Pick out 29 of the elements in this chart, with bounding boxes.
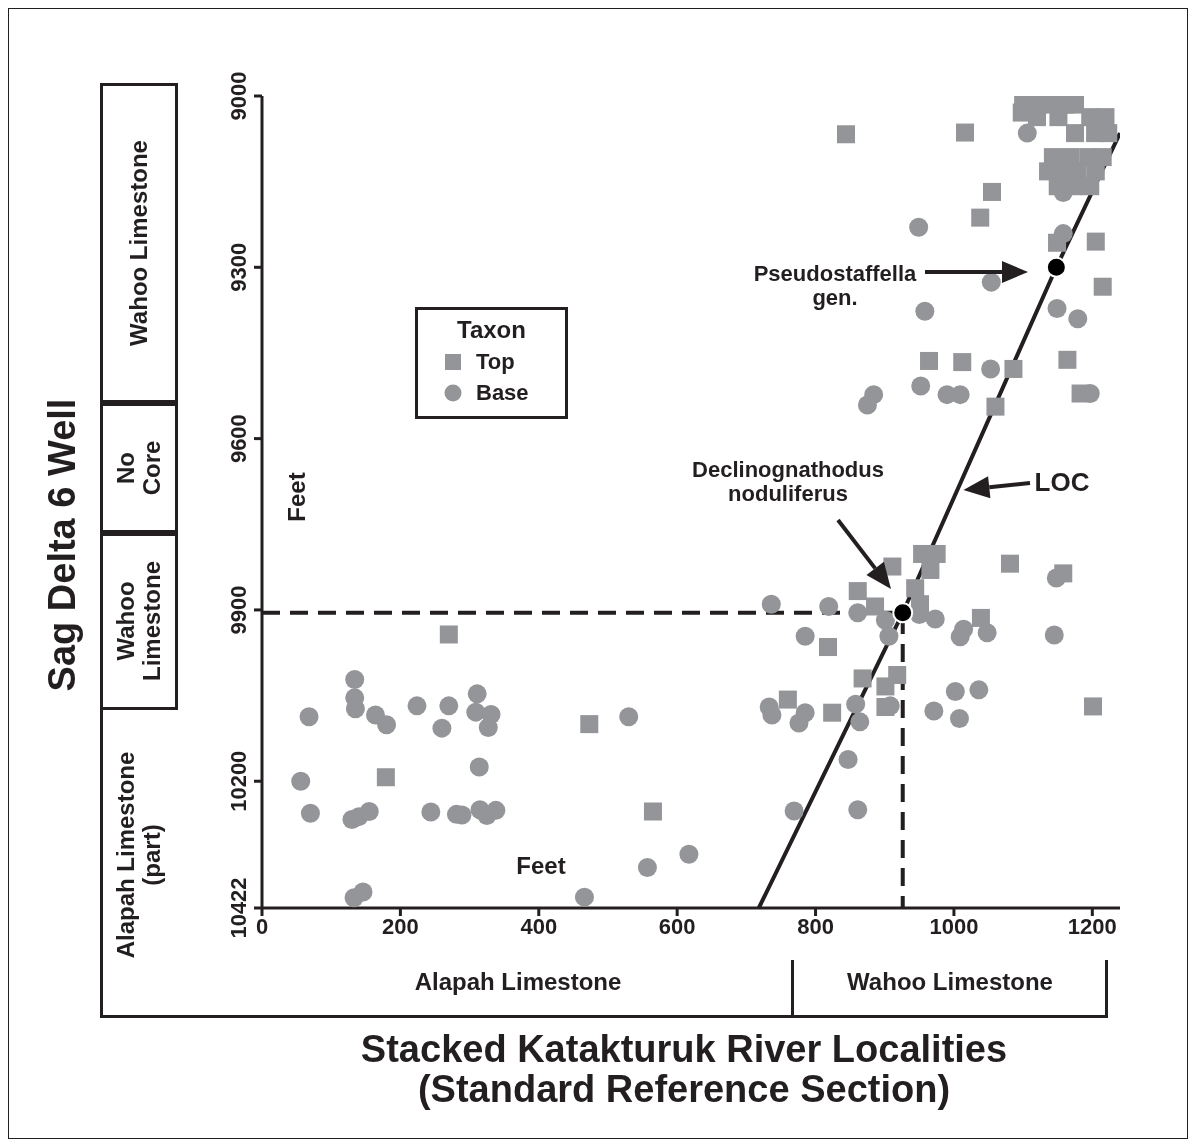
legend-title: Taxon <box>456 316 527 344</box>
y-tick-label: 9300 <box>226 242 251 292</box>
x-tick-label: 0 <box>255 913 269 939</box>
y-tick-label: 9000 <box>226 71 251 121</box>
text: Wahoo Limestone <box>124 140 153 346</box>
text: Alapah Limestone (part) <box>111 751 166 959</box>
x-tick-label: 1000 <box>929 913 979 939</box>
x-tick-label: 400 <box>520 913 558 939</box>
annotation: Feet <box>516 851 566 880</box>
y-tick-label: 9900 <box>226 585 251 635</box>
text: No Core <box>111 440 166 496</box>
legend-label: Top <box>476 348 515 375</box>
y-tick-label: 9600 <box>226 414 251 464</box>
annotation: Declinognathodus noduliferus <box>692 456 884 507</box>
x-tick-label: 200 <box>382 913 419 939</box>
text: Alapah Limestone <box>414 967 622 996</box>
text: Wahoo Limestone <box>111 560 166 682</box>
y-tick-label: 10200 <box>226 750 251 812</box>
x-tick-label: 800 <box>797 913 834 939</box>
x-axis-title: Stacked Katakturuk River Localities (Standard Reference Section) <box>360 1028 1008 1110</box>
legend-label: Base <box>476 379 529 406</box>
x-tick-label: 1200 <box>1067 913 1117 939</box>
text: Wahoo Limestone <box>847 967 1053 996</box>
annotation: Pseudostaffella gen. <box>753 260 917 311</box>
x-tick-label: 600 <box>658 913 696 939</box>
y-tick-label: 10422 <box>226 877 251 939</box>
annotation: LOC <box>1034 466 1090 497</box>
annotation: Feet <box>282 472 311 522</box>
y-axis-title: Sag Delta 6 Well <box>40 398 84 692</box>
